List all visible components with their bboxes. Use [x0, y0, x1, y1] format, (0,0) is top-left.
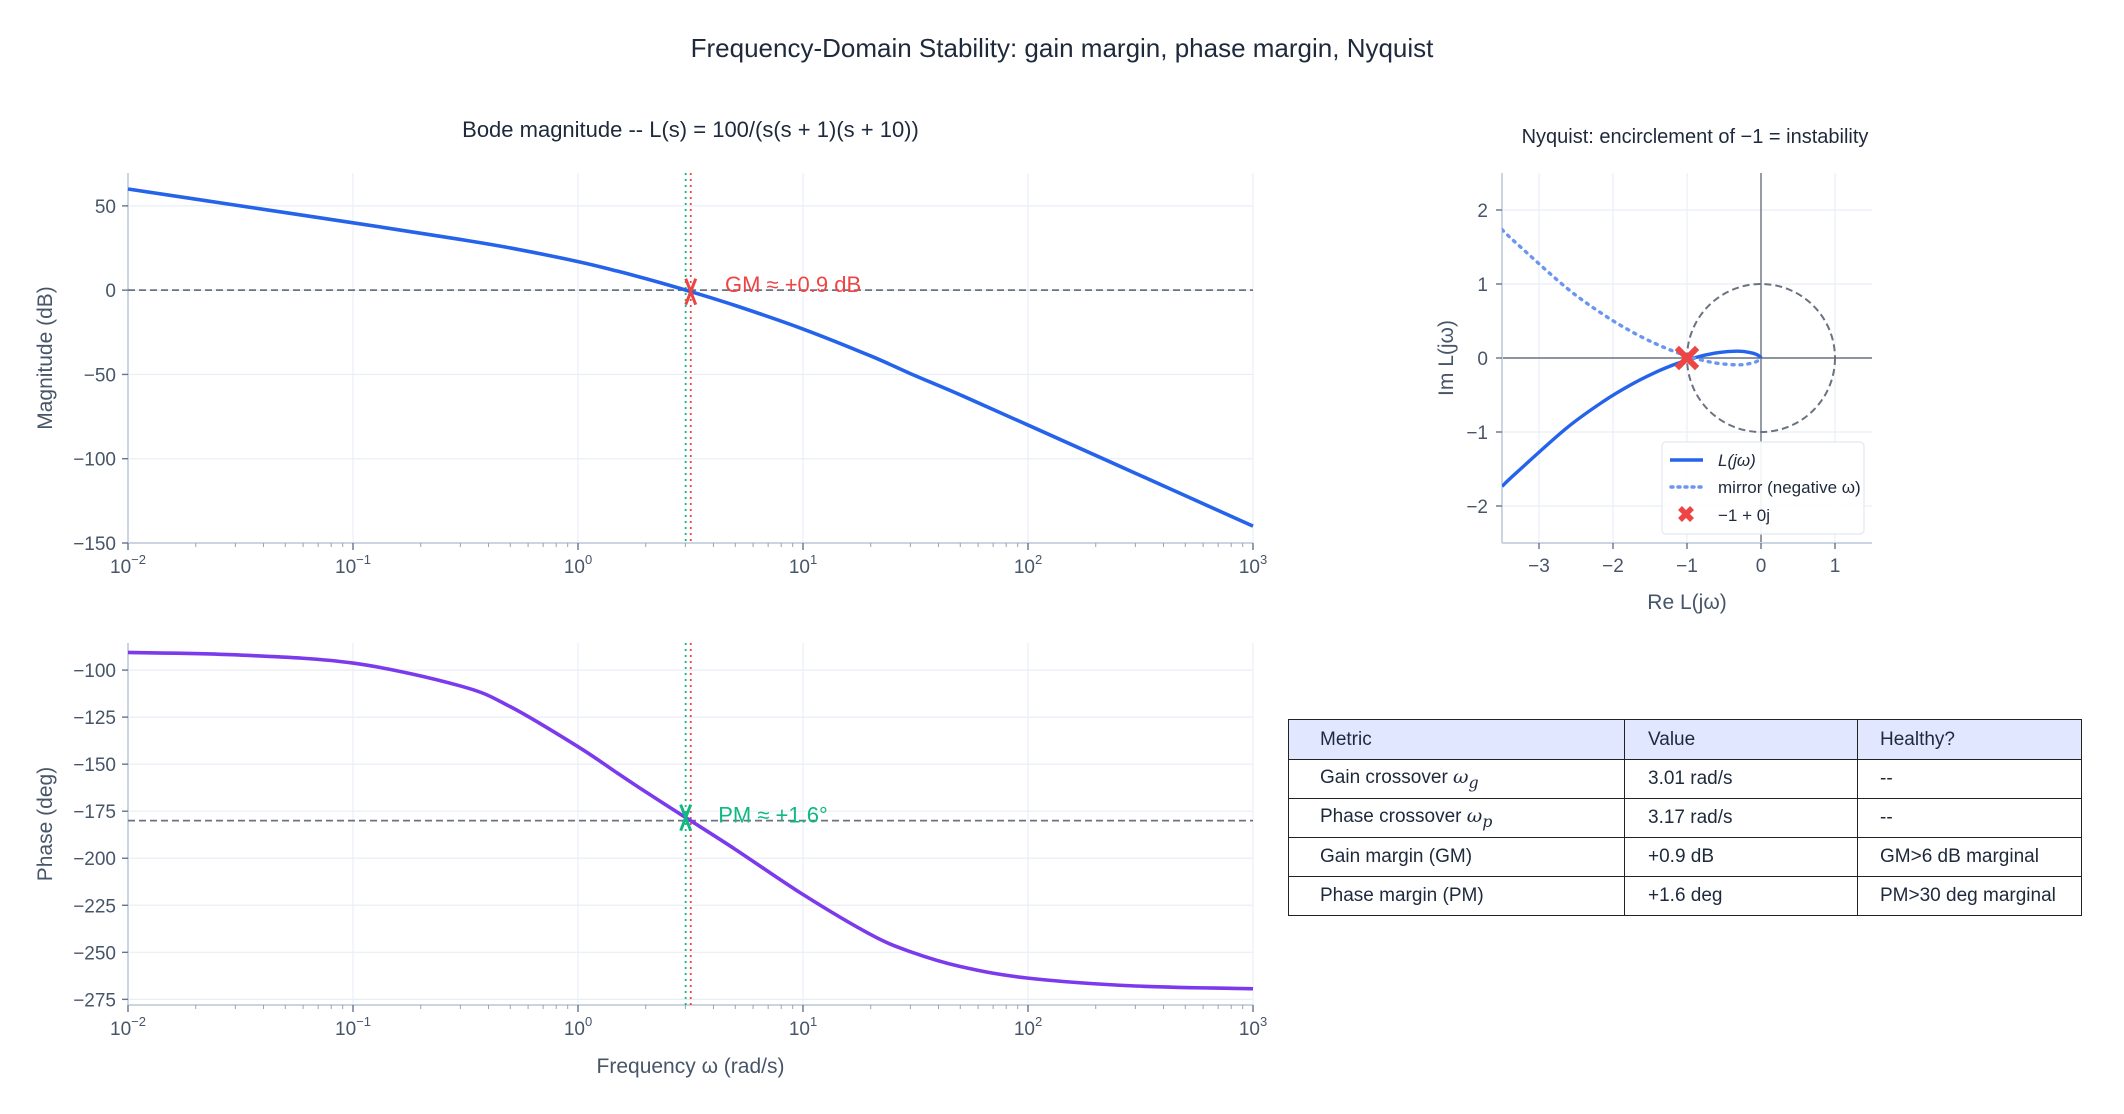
- y-tick-label: −150: [73, 534, 116, 555]
- metric-cell: Gain margin (GM): [1288, 837, 1625, 877]
- table-row: Phase crossover ωp 3.17 rad/s --: [1288, 798, 2082, 838]
- table-row: Gain crossover ωg 3.01 rad/s --: [1288, 759, 2082, 799]
- table-row: Phase margin (PM) +1.6 deg PM>30 deg mar…: [1288, 876, 2082, 916]
- healthy-cell: --: [1857, 798, 2082, 838]
- metric-cell: Phase margin (PM): [1288, 876, 1625, 916]
- subscript: g: [1468, 772, 1479, 792]
- legend-label: L(jω): [1718, 451, 1756, 470]
- omega-symbol: ω: [1466, 805, 1483, 828]
- nyquist-curve: [1502, 349, 1763, 488]
- bode-phase-chart: −100 −125 −150 −175 −200 −225 −250 −275 10−2 10−1…: [34, 643, 1267, 1078]
- y-tick-label: 0: [105, 281, 116, 302]
- x-tick-label: 101: [789, 1014, 817, 1040]
- critical-point-x-icon: [1674, 345, 1700, 371]
- margin-annotation: PM ≈ +1.6°: [718, 803, 828, 828]
- x-tick-label: 10−2: [110, 552, 146, 578]
- value-cell: 3.01 rad/s: [1624, 759, 1858, 799]
- table-row: Gain margin (GM) +0.9 dB GM>6 dB margina…: [1288, 837, 2082, 877]
- metric-label: Gain margin (GM): [1320, 846, 1473, 867]
- metric-cell: Phase crossover ωp: [1288, 798, 1625, 838]
- nyquist-chart: −3 −2 −1 0 1 2 1 0 −1 −2 L(jω) mirror (negative ω) −…: [1435, 126, 1872, 614]
- x-tick-label: 102: [1014, 552, 1042, 578]
- subscript: p: [1482, 811, 1493, 831]
- x-tick-label: 100: [564, 1014, 592, 1040]
- y-tick-label: −275: [73, 990, 116, 1011]
- healthy-cell: --: [1857, 759, 2082, 799]
- y-tick-label: −200: [73, 849, 116, 870]
- x-tick-label: 10−1: [335, 1014, 371, 1040]
- y-tick-label: −250: [73, 943, 116, 964]
- metric-label: Gain crossover: [1320, 767, 1454, 789]
- metric-cell: Gain crossover ωg: [1288, 759, 1625, 799]
- value-cell: 3.17 rad/s: [1624, 798, 1858, 838]
- y-tick-label: −150: [73, 755, 116, 776]
- x-tick-label: 101: [789, 552, 817, 578]
- nyquist-legend: L(jω) mirror (negative ω) −1 + 0j: [1661, 441, 1865, 535]
- x-tick-label: −3: [1528, 556, 1550, 577]
- x-tick-label: −2: [1602, 556, 1624, 577]
- x-axis-label: Re L(jω): [1647, 591, 1726, 614]
- x-tick-label: 0: [1756, 556, 1767, 577]
- omega-symbol: ω: [1453, 766, 1469, 789]
- column-header-metric: Metric: [1288, 719, 1625, 760]
- data-line: [127, 187, 1254, 528]
- metric-label: Phase crossover: [1320, 806, 1467, 828]
- x-tick-label: 100: [564, 552, 592, 578]
- y-tick-label: −100: [73, 661, 116, 682]
- chart-title: Nyquist: encirclement of −1 = instabilit…: [1522, 126, 1869, 148]
- healthy-cell: PM>30 deg marginal: [1857, 876, 2082, 916]
- column-header-value: Value: [1624, 719, 1858, 760]
- y-tick-label: −2: [1466, 497, 1488, 518]
- y-tick-label: 0: [1477, 349, 1488, 370]
- y-axis-label: Phase (deg): [34, 767, 57, 881]
- figure-title: Frequency-Domain Stability: gain margin,…: [691, 33, 1435, 63]
- margin-annotation: GM ≈ +0.9 dB: [725, 272, 861, 297]
- y-tick-label: −50: [84, 365, 116, 386]
- y-tick-label: −175: [73, 802, 116, 823]
- x-tick-label: 102: [1014, 1014, 1042, 1040]
- x-tick-label: −1: [1676, 556, 1698, 577]
- x-tick-label: 10−1: [335, 552, 371, 578]
- x-tick-label: 103: [1239, 1014, 1267, 1040]
- y-tick-label: −125: [73, 708, 116, 729]
- mirror-curve: [1502, 227, 1763, 367]
- legend-label: mirror (negative ω): [1718, 478, 1861, 497]
- y-axis-label: Im L(jω): [1435, 320, 1458, 396]
- metric-label: Phase margin (PM): [1320, 885, 1484, 906]
- y-tick-label: 2: [1477, 201, 1488, 222]
- y-tick-label: −100: [73, 450, 116, 471]
- crossover-marker-icon: [684, 278, 698, 306]
- x-tick-label: 103: [1239, 552, 1267, 578]
- y-tick-label: −1: [1466, 423, 1488, 444]
- column-header-healthy: Healthy?: [1857, 719, 2082, 760]
- legend-label: −1 + 0j: [1718, 506, 1770, 525]
- chart-title: Bode magnitude -- L(s) = 100/(s(s + 1)(s…: [462, 117, 919, 142]
- crossover-marker-icon: [679, 804, 693, 832]
- y-tick-label: −225: [73, 896, 116, 917]
- x-tick-label: 1: [1830, 556, 1841, 577]
- x-axis-label: Frequency ω (rad/s): [597, 1055, 785, 1078]
- healthy-cell: GM>6 dB marginal: [1857, 837, 2082, 877]
- value-cell: +0.9 dB: [1624, 837, 1858, 877]
- y-axis-label: Magnitude (dB): [34, 286, 57, 430]
- x-tick-label: 10−2: [110, 1014, 146, 1040]
- value-cell: +1.6 deg: [1624, 876, 1858, 916]
- stability-metrics-table: Metric Value Healthy? Gain crossover ωg …: [1288, 719, 2082, 916]
- legend-x-marker-icon: [1678, 506, 1694, 522]
- y-tick-label: 1: [1477, 275, 1488, 296]
- table-header-row: Metric Value Healthy?: [1288, 719, 2082, 760]
- y-tick-label: 50: [95, 197, 116, 218]
